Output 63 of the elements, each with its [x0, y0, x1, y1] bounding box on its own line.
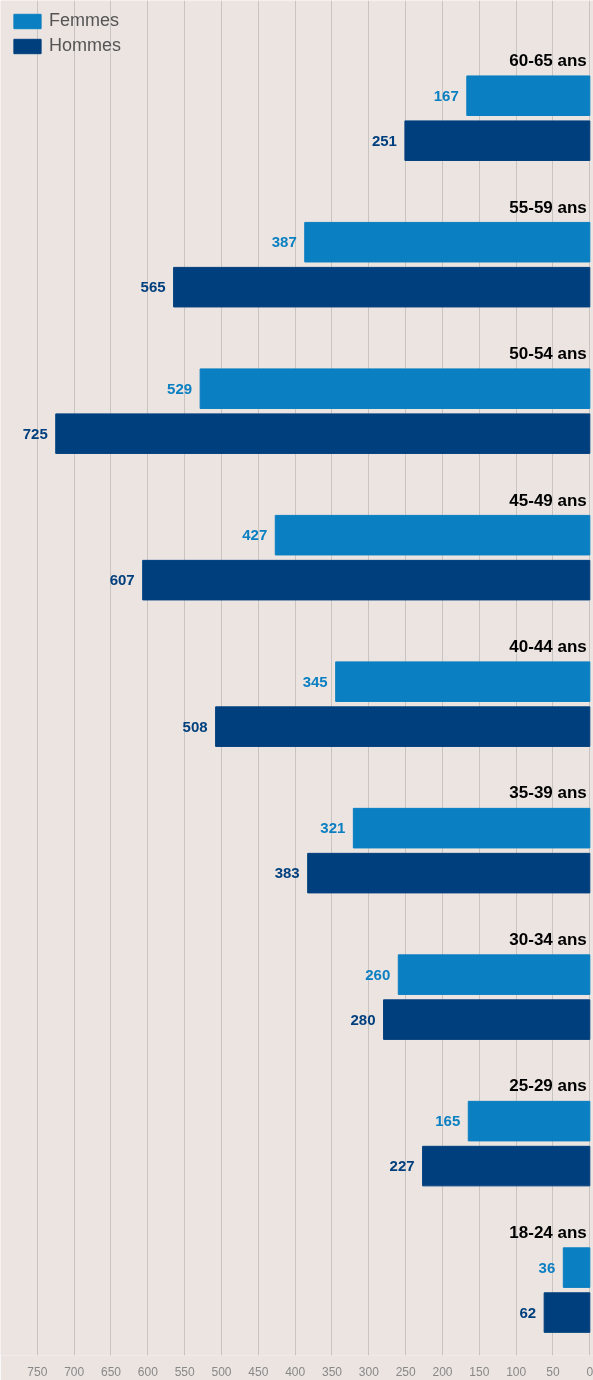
- bar: [397, 954, 591, 995]
- data-label: 529: [167, 379, 193, 397]
- data-label: 607: [109, 571, 135, 589]
- data-label: 383: [274, 864, 300, 882]
- x-tick-label: 450: [248, 1364, 269, 1379]
- bar: [335, 661, 591, 702]
- bar: [352, 807, 591, 849]
- bar: [422, 1145, 591, 1187]
- x-tick-label: 50: [546, 1364, 560, 1379]
- y-tick-label: 45-49 ans: [509, 490, 587, 510]
- data-label: 321: [320, 819, 346, 837]
- x-tick-label: 250: [395, 1364, 416, 1379]
- data-label: 508: [182, 717, 208, 735]
- x-tick-label: 750: [27, 1364, 48, 1379]
- data-label: 62: [519, 1303, 537, 1321]
- y-tick-label: 18-24 ans: [509, 1222, 587, 1242]
- data-label: 165: [435, 1112, 461, 1130]
- data-label: 345: [302, 672, 328, 690]
- bar: [274, 514, 591, 556]
- data-label: 565: [140, 278, 166, 296]
- legend-label: Femmes: [49, 10, 120, 31]
- x-tick-label: 200: [432, 1364, 453, 1379]
- bar: [142, 559, 591, 601]
- y-tick-label: 55-59 ans: [509, 197, 587, 217]
- bar: [404, 120, 591, 161]
- bar: [304, 221, 591, 263]
- y-tick-label: 50-54 ans: [509, 344, 587, 364]
- data-label: 36: [538, 1258, 556, 1276]
- bar: [307, 852, 591, 894]
- bar: [215, 706, 591, 747]
- x-tick-label: 0: [586, 1364, 593, 1379]
- bar: [383, 999, 591, 1040]
- bar: [55, 413, 591, 454]
- x-tick-label: 100: [506, 1364, 527, 1379]
- x-tick-label: 350: [321, 1364, 343, 1379]
- data-label: 260: [365, 965, 391, 983]
- y-tick-label: 30-34 ans: [509, 929, 587, 949]
- data-label: 387: [271, 233, 297, 251]
- data-label: 167: [433, 86, 459, 104]
- bar: [467, 1100, 591, 1142]
- bar: [543, 1292, 591, 1333]
- data-label: 725: [22, 424, 48, 442]
- x-tick-label: 400: [285, 1364, 306, 1379]
- x-tick-label: 150: [469, 1364, 490, 1379]
- x-tick-label: 600: [137, 1364, 159, 1379]
- legend-label: Hommes: [49, 35, 122, 56]
- x-tick-label: 500: [211, 1364, 232, 1379]
- data-label: 227: [389, 1157, 415, 1175]
- bar: [562, 1247, 591, 1288]
- x-tick-label: 550: [174, 1364, 195, 1379]
- y-tick-label: 60-65 ans: [509, 51, 587, 71]
- y-tick-label: 35-39 ans: [509, 783, 587, 803]
- x-tick-label: 300: [358, 1364, 380, 1379]
- y-tick-label: 40-44 ans: [509, 637, 587, 657]
- x-tick-label: 650: [100, 1364, 122, 1379]
- data-label: 280: [350, 1010, 376, 1028]
- x-tick-label: 700: [64, 1364, 85, 1379]
- bar: [173, 266, 591, 308]
- bar: [199, 368, 591, 409]
- data-label: 251: [371, 131, 397, 149]
- bar: [466, 75, 591, 116]
- data-label: 427: [242, 526, 268, 544]
- y-tick-label: 25-29 ans: [509, 1076, 587, 1096]
